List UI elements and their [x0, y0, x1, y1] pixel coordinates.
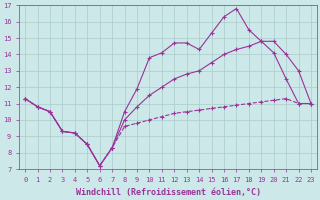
X-axis label: Windchill (Refroidissement éolien,°C): Windchill (Refroidissement éolien,°C) [76, 188, 260, 197]
